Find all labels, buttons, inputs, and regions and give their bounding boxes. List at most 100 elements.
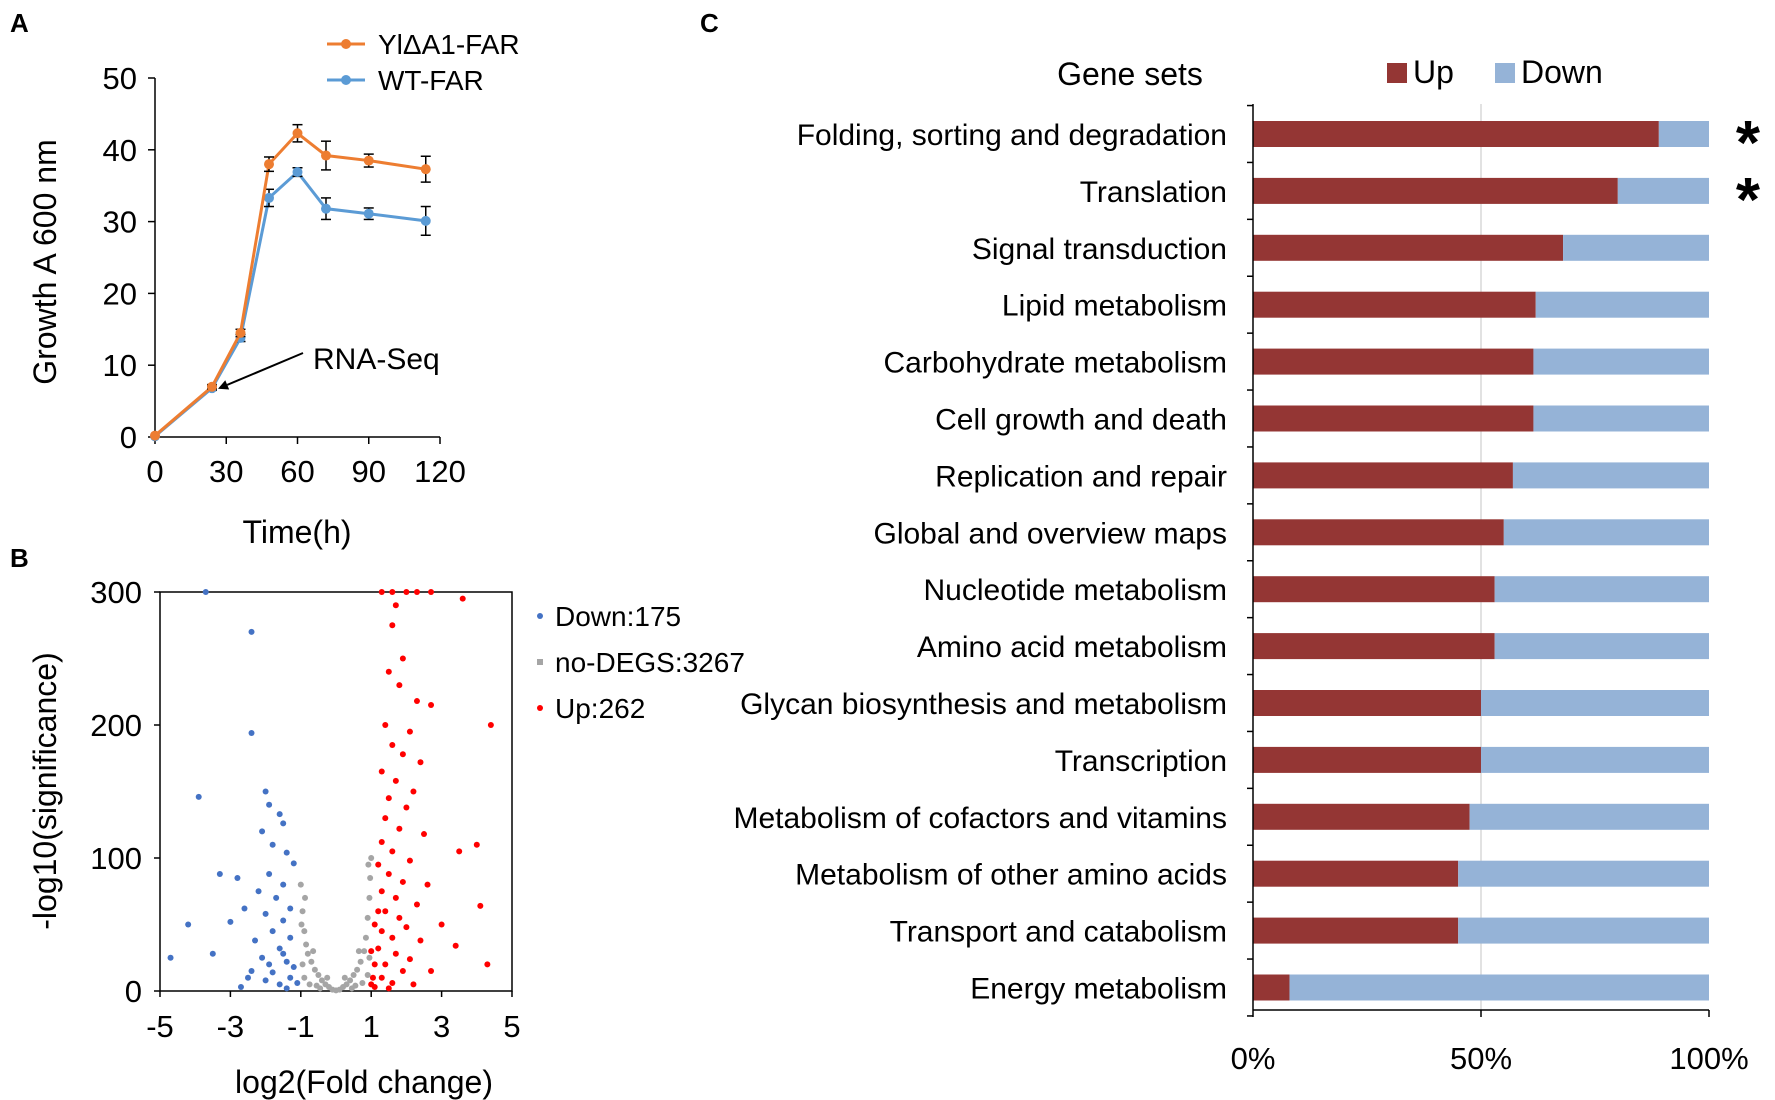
point-up xyxy=(399,968,406,975)
point-up xyxy=(378,974,385,981)
point-no-degs xyxy=(354,966,361,973)
category-label: Nucleotide metabolism xyxy=(924,574,1227,607)
data-point-ylda1 xyxy=(363,155,374,166)
panel-b-legend: Down:175 no-DEGS:3267 Up:262 xyxy=(537,601,745,724)
bar-up xyxy=(1253,860,1459,887)
bar-up xyxy=(1253,746,1481,773)
bar-up xyxy=(1253,519,1504,546)
bar-down xyxy=(1617,177,1709,204)
legend-marker-ylda1 xyxy=(341,39,351,49)
bar-up xyxy=(1253,803,1470,830)
point-up xyxy=(403,589,410,595)
panel-c-x-tick-label: 100% xyxy=(1669,1041,1748,1076)
data-point-ylda1 xyxy=(235,327,246,338)
bar-down xyxy=(1481,746,1709,773)
point-down xyxy=(280,820,287,827)
legend-swatch-up xyxy=(1387,63,1407,83)
data-point-wt xyxy=(292,167,303,178)
point-no-degs xyxy=(365,861,372,868)
point-down xyxy=(262,977,269,984)
category-label: Translation xyxy=(1080,176,1227,209)
series-line-ylda1 xyxy=(154,131,426,437)
point-down xyxy=(248,628,255,635)
point-up xyxy=(392,777,399,784)
point-no-degs xyxy=(297,881,304,888)
point-up xyxy=(389,622,396,629)
point-no-degs xyxy=(311,966,318,973)
point-no-degs xyxy=(359,980,366,987)
category-label: Lipid metabolism xyxy=(1002,290,1227,323)
panel-a-axes: 0 10 20 30 40 50 0 30 60 90 120 xyxy=(103,61,466,489)
panel-c-label: C xyxy=(700,8,719,38)
point-down xyxy=(273,894,280,901)
data-point-ylda1 xyxy=(207,381,217,392)
point-up xyxy=(428,702,435,709)
point-up xyxy=(396,914,403,921)
point-up xyxy=(368,948,375,955)
panel-a-y-tick-label: 30 xyxy=(103,205,137,240)
point-down xyxy=(287,905,294,912)
category-label: Signal transduction xyxy=(972,233,1227,266)
data-point-ylda1 xyxy=(292,128,303,139)
point-up xyxy=(389,934,396,941)
point-down xyxy=(248,968,255,975)
bar-down xyxy=(1289,974,1709,1001)
point-no-degs xyxy=(367,874,374,881)
panel-b-y-tick-label: 200 xyxy=(90,708,142,743)
point-up xyxy=(396,682,403,689)
data-point-ylda1 xyxy=(264,159,274,170)
bar-up xyxy=(1253,348,1534,375)
point-no-degs xyxy=(355,948,362,955)
point-no-degs xyxy=(310,948,317,955)
bar-down xyxy=(1533,348,1709,375)
panel-b-x-axis-label: log2(Fold change) xyxy=(235,1064,493,1100)
point-no-degs xyxy=(303,941,310,948)
panel-a-y-tick-label: 10 xyxy=(103,348,137,383)
point-down xyxy=(290,964,297,971)
legend-marker-no-degs xyxy=(537,659,543,665)
point-up xyxy=(375,945,382,952)
rna-seq-annotation: RNA-Seq xyxy=(313,343,440,376)
panel-a-x-tick-label: 30 xyxy=(209,454,243,489)
point-up xyxy=(403,924,410,931)
panel-a-label: A xyxy=(10,8,29,38)
point-down xyxy=(216,870,223,877)
point-down xyxy=(185,921,192,928)
bar-up xyxy=(1253,405,1534,432)
point-down xyxy=(252,937,259,944)
legend-label-up: Up:262 xyxy=(555,693,645,724)
category-label: Metabolism of other amino acids xyxy=(795,859,1227,892)
significance-marker: * xyxy=(1736,166,1761,235)
point-up xyxy=(392,894,399,901)
category-label: Folding, sorting and degradation xyxy=(797,119,1227,152)
panel-a-series xyxy=(150,123,431,442)
point-down xyxy=(269,841,276,848)
data-point-ylda1 xyxy=(150,430,160,441)
category-label: Carbohydrate metabolism xyxy=(884,347,1228,380)
bar-up xyxy=(1253,633,1495,660)
bar-down xyxy=(1512,462,1709,489)
point-no-degs xyxy=(302,894,309,901)
point-up xyxy=(452,942,459,949)
point-up xyxy=(406,956,413,963)
point-up xyxy=(385,870,392,877)
point-no-degs xyxy=(347,977,354,984)
point-up xyxy=(389,589,396,595)
point-up xyxy=(417,937,424,944)
point-up xyxy=(392,950,399,957)
panel-c: C Gene sets Up Down Folding, sorting and… xyxy=(700,8,1761,1076)
panel-b-x-tick-label: 1 xyxy=(363,1009,380,1044)
point-down xyxy=(234,874,241,881)
category-label: Transcription xyxy=(1055,745,1227,778)
point-up xyxy=(389,980,396,987)
point-down xyxy=(262,788,269,795)
bar-down xyxy=(1458,860,1709,887)
point-no-degs xyxy=(361,948,368,955)
bar-down xyxy=(1533,405,1709,432)
point-up xyxy=(473,841,480,848)
point-up xyxy=(385,985,392,992)
bar-up xyxy=(1253,462,1513,489)
point-down xyxy=(283,985,290,992)
point-no-degs xyxy=(318,977,325,984)
legend-label-no-degs: no-DEGS:3267 xyxy=(555,647,745,678)
